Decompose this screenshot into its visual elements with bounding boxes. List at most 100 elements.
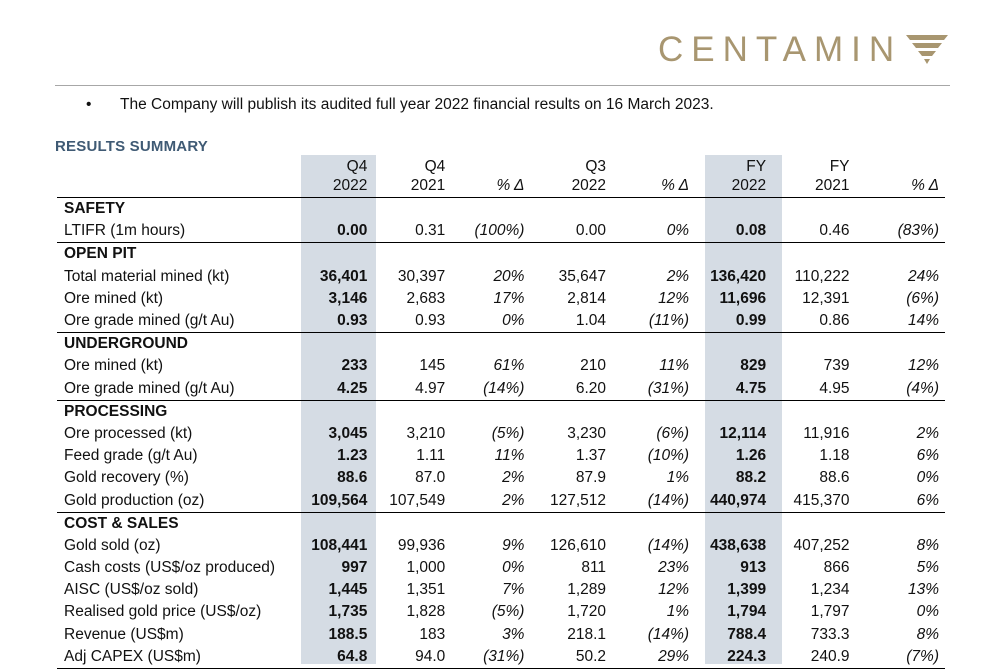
table-cell: 3,210	[406, 424, 446, 442]
table-cell: 0%	[916, 603, 939, 621]
table-cell: 2%	[916, 424, 939, 442]
table-cell: (14%)	[647, 536, 690, 554]
header-divider	[55, 85, 950, 86]
section-empty-cell	[766, 511, 850, 535]
section-header-row: UNDERGROUND	[57, 332, 945, 356]
column-header: % Δ	[445, 155, 525, 198]
table-cell: 3,146	[328, 289, 368, 307]
table-cell: 739	[823, 357, 850, 375]
row-label: Ore grade mined (g/t Au)	[64, 379, 235, 397]
table-cell: 1.18	[819, 447, 850, 465]
section-empty-cell	[606, 242, 690, 266]
section-empty-cell	[850, 198, 946, 221]
section-title: COST & SALES	[57, 511, 298, 535]
column-header: Q3 2022	[524, 155, 607, 198]
section-empty-cell	[766, 332, 850, 356]
table-row: Ore mined (kt) 3,146 2,683 17% 2,814 12% 11,69…	[57, 288, 945, 310]
column-header-period: Q4	[346, 158, 368, 175]
table-row: Ore processed (kt) 3,045 3,210 (5%) 3,230 (6%…	[57, 423, 945, 445]
table-cell: 13%	[907, 581, 939, 599]
table-cell: 1.11	[416, 447, 446, 465]
table-cell: 8%	[916, 536, 939, 554]
table-cell: 107,549	[389, 491, 446, 509]
table-cell: 88.6	[337, 469, 368, 487]
table-row: LTIFR (1m hours) 0.00 0.31 (100%) 0.00 0% 0.08…	[57, 220, 945, 243]
announcement-bullet: • The Company will publish its audited f…	[86, 96, 714, 114]
table-cell: 1%	[666, 469, 690, 487]
section-empty-cell	[849, 511, 945, 535]
section-empty-cell	[298, 198, 368, 221]
section-title: PROCESSING	[57, 399, 298, 423]
column-header-year: % Δ	[911, 177, 939, 194]
table-cell: 188.5	[328, 625, 368, 643]
row-label: Total material mined (kt)	[64, 267, 230, 285]
section-empty-cell	[606, 399, 690, 423]
section-empty-cell	[689, 332, 767, 356]
column-header-period	[606, 157, 689, 176]
table-cell: 866	[823, 559, 850, 577]
row-label: AISC (US$/oz sold)	[64, 581, 199, 599]
column-header: FY 2021	[766, 155, 850, 198]
brand-name: CENTAMIN	[658, 30, 903, 69]
column-header-period	[850, 157, 940, 176]
table-cell: 210	[580, 357, 607, 375]
table-cell: 36,401	[319, 267, 368, 285]
table-cell: 2%	[502, 469, 525, 487]
table-cell: 438,638	[710, 536, 767, 554]
table-cell: 64.8	[297, 645, 368, 669]
table-cell: 17%	[493, 289, 525, 307]
table-cell: 1.37	[575, 447, 607, 465]
table-cell: 733.3	[810, 625, 850, 643]
table-row: Total material mined (kt) 36,401 30,397 20%…	[57, 266, 945, 288]
table-row: Adj CAPEX (US$m) 64.8 94.0 (31%) 50.2 29% 224.…	[57, 645, 945, 669]
table-row: Gold production (oz) 109,564 107,549 2% 127,…	[57, 489, 945, 512]
table-cell: 99,936	[397, 536, 446, 554]
table-cell: 1,445	[328, 581, 368, 599]
table-cell: 1,289	[567, 581, 607, 599]
row-label: Realised gold price (US$/oz)	[64, 603, 262, 621]
table-cell: 0%	[916, 469, 939, 487]
section-empty-cell	[297, 242, 368, 266]
table-cell: 9%	[502, 536, 525, 554]
table-cell: 109,564	[311, 491, 368, 509]
column-header-period: FY	[829, 158, 850, 175]
table-cell: (31%)	[445, 645, 525, 669]
table-cell: 1,794	[727, 603, 767, 621]
row-label: Ore mined (kt)	[64, 289, 164, 307]
table-cell: (7%)	[849, 645, 945, 669]
section-empty-cell	[849, 242, 945, 266]
table-cell: (4%)	[906, 379, 939, 397]
table-cell: 6%	[916, 491, 939, 509]
section-header-row: PROCESSING	[57, 399, 945, 423]
table-cell: 1,720	[567, 603, 607, 621]
table-cell: 1,399	[727, 581, 767, 599]
table-cell: 183	[419, 625, 446, 643]
table-cell: 35,647	[558, 267, 607, 285]
table-cell: 8%	[916, 625, 939, 643]
table-cell: 1,735	[328, 603, 368, 621]
section-empty-cell	[297, 511, 368, 535]
centamin-logo: CENTAMIN	[658, 30, 952, 70]
row-label: Ore processed (kt)	[64, 424, 193, 442]
table-cell: 61%	[493, 357, 525, 375]
table-cell: 811	[581, 559, 607, 577]
table-cell: 108,441	[311, 536, 368, 554]
row-label: Ore grade mined (g/t Au)	[64, 312, 235, 330]
table-cell: 788.4	[727, 625, 767, 643]
table-cell: 12%	[907, 357, 939, 375]
announcement-text: The Company will publish its audited ful…	[120, 96, 714, 113]
table-cell: 29%	[606, 645, 690, 669]
section-empty-cell	[367, 332, 446, 356]
table-cell: 0%	[502, 559, 525, 577]
column-header-year: % Δ	[661, 177, 690, 194]
column-header-year: 2022	[731, 177, 767, 194]
section-header-row: COST & SALES	[57, 511, 945, 535]
table-cell: 24%	[907, 267, 939, 285]
table-cell: 913	[740, 559, 767, 577]
section-empty-cell	[367, 242, 446, 266]
table-cell: (5%)	[491, 424, 525, 442]
section-empty-cell	[297, 399, 368, 423]
table-cell: 218.1	[567, 625, 607, 643]
table-cell: (14%)	[647, 491, 690, 509]
section-empty-cell	[367, 399, 446, 423]
